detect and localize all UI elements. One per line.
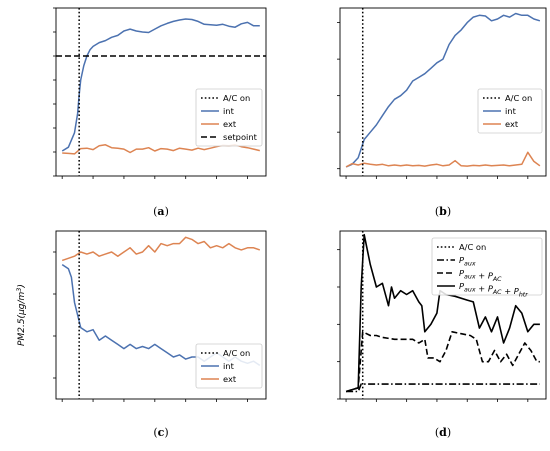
chart-panel-c: PM2.5(μg/m3) A/C on int ext (c) bbox=[15, 230, 267, 439]
panel-caption: (a) bbox=[153, 205, 169, 218]
legend-label: ext bbox=[505, 119, 519, 129]
chart-panel-b: A/C on int ext (b) bbox=[337, 7, 547, 218]
legend-box bbox=[195, 88, 263, 147]
legend-label: setpoint bbox=[223, 132, 258, 142]
panel-caption: (d) bbox=[435, 426, 451, 439]
y-axis-label: PM2.5(μg/m3) bbox=[15, 284, 27, 346]
series-line-1 bbox=[345, 151, 541, 168]
axes-frame bbox=[55, 230, 267, 400]
legend-label: A/C on bbox=[223, 93, 250, 103]
legend-box bbox=[477, 88, 543, 134]
legend-label: int bbox=[505, 106, 517, 116]
legend: A/C on int ext setpoint bbox=[195, 88, 263, 147]
plot-area bbox=[345, 8, 541, 176]
legend-label: int bbox=[223, 361, 235, 371]
axes-frame bbox=[55, 7, 267, 177]
legend-label: A/C on bbox=[505, 93, 532, 103]
series-line-0 bbox=[346, 383, 540, 393]
axes-frame bbox=[339, 230, 547, 400]
panel-caption: (b) bbox=[435, 205, 451, 218]
legend-label: ext bbox=[223, 374, 237, 384]
legend-label: A/C on bbox=[223, 348, 250, 358]
plot-area bbox=[345, 231, 540, 399]
legend-label: int bbox=[223, 106, 235, 116]
legend-label: ext bbox=[223, 119, 237, 129]
legend-box bbox=[431, 237, 543, 296]
legend-label: Paux bbox=[459, 255, 476, 268]
legend-box bbox=[195, 343, 263, 389]
series-line-1 bbox=[61, 236, 261, 262]
chart-panel-a: A/C on int ext setpoint (a) bbox=[53, 7, 267, 218]
series-line-1 bbox=[345, 331, 540, 393]
series-line-2 bbox=[345, 233, 540, 393]
legend: A/C on int ext bbox=[477, 88, 543, 134]
legend-label: A/C on bbox=[459, 242, 486, 252]
series-line-0 bbox=[61, 18, 260, 152]
legend-label: Paux + PAC + Phtr bbox=[459, 281, 528, 299]
series-line-0 bbox=[345, 12, 541, 168]
axes-frame bbox=[339, 7, 547, 177]
legend-label: Paux + PAC bbox=[459, 268, 502, 283]
legend: A/C on int ext bbox=[195, 343, 263, 389]
panel-caption: (c) bbox=[153, 426, 168, 439]
